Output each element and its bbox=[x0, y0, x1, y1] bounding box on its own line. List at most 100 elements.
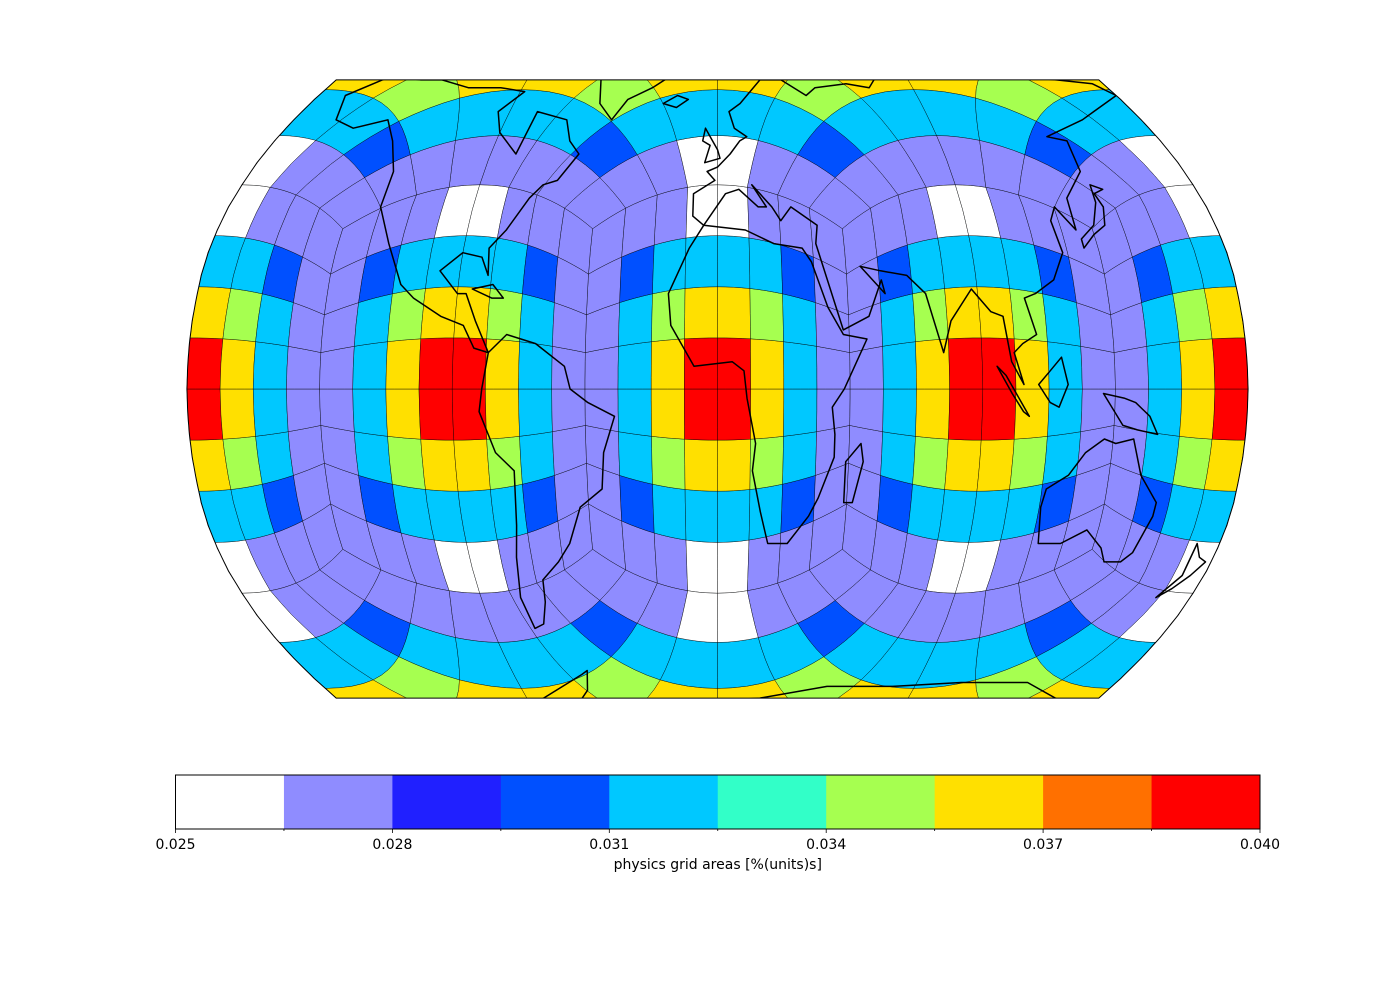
coastline bbox=[335, 79, 580, 354]
grid-cell bbox=[1146, 341, 1183, 390]
grid-cell bbox=[684, 489, 718, 543]
grid-cell bbox=[651, 436, 686, 490]
grid-cell bbox=[255, 431, 294, 485]
grid-cell bbox=[286, 388, 322, 432]
grid-cell bbox=[651, 338, 685, 390]
grid-cell bbox=[750, 388, 784, 440]
coastline bbox=[701, 127, 721, 164]
grid-cell bbox=[980, 388, 1017, 441]
grid-cell bbox=[385, 388, 422, 440]
grid-cell bbox=[684, 388, 718, 441]
grid-cell bbox=[1146, 388, 1183, 437]
grid-cell bbox=[1053, 177, 1116, 229]
grid-cell bbox=[782, 431, 817, 485]
grid-cell bbox=[652, 483, 687, 541]
colorbar-tick-label: 0.025 bbox=[155, 837, 195, 853]
grid-cell bbox=[521, 679, 628, 699]
grid-cell bbox=[948, 388, 984, 441]
grid-cell bbox=[144, 714, 423, 754]
grid-cell bbox=[1211, 388, 1249, 441]
grid-cell bbox=[1211, 337, 1249, 390]
coastline bbox=[376, 669, 1070, 699]
grid-cell bbox=[219, 338, 256, 390]
grid-cell bbox=[1244, 337, 1249, 390]
grid-cell bbox=[490, 237, 528, 295]
map-panel bbox=[0, 24, 1291, 754]
grid-cell bbox=[381, 24, 570, 64]
grid-cell bbox=[1113, 346, 1149, 390]
grid-cell bbox=[1012, 714, 1291, 754]
grid-cell bbox=[987, 679, 1111, 699]
coastline bbox=[471, 283, 505, 299]
grid-cell bbox=[352, 341, 388, 390]
grid-cell bbox=[549, 714, 717, 754]
grid-cell bbox=[1179, 388, 1216, 440]
coastline bbox=[1102, 392, 1159, 436]
grid-cell bbox=[286, 346, 322, 390]
grid-cell bbox=[387, 288, 426, 342]
grid-cell bbox=[684, 438, 718, 492]
colorbar-tick-label: 0.040 bbox=[1240, 837, 1280, 853]
grid-cell bbox=[1141, 293, 1180, 347]
grid-cell bbox=[748, 483, 783, 541]
grid-cell bbox=[519, 293, 555, 347]
grid-cell bbox=[1179, 338, 1216, 390]
grid-cell bbox=[717, 438, 751, 492]
colorbar-tick-label: 0.034 bbox=[806, 837, 846, 853]
grid-cell bbox=[0, 24, 614, 64]
grid-cell bbox=[809, 549, 871, 601]
grid-cell bbox=[912, 288, 949, 342]
colorbar-segment bbox=[717, 775, 827, 829]
grid-cell bbox=[849, 388, 884, 432]
grid-cell bbox=[880, 431, 916, 485]
grid-cell bbox=[976, 438, 1015, 492]
colorbar-tick-label: 0.031 bbox=[589, 837, 629, 853]
grid-cell bbox=[685, 539, 718, 594]
grid-cell bbox=[915, 388, 950, 440]
grid-cell bbox=[783, 388, 818, 437]
grid-cell bbox=[324, 679, 448, 699]
colorbar-segment bbox=[392, 775, 502, 829]
grid-cell bbox=[880, 293, 916, 347]
coastline bbox=[1155, 542, 1207, 599]
grid-cell bbox=[1009, 436, 1048, 490]
grid-cell bbox=[573, 79, 661, 122]
colorbar-label: physics grid areas [%(units)s] bbox=[614, 857, 822, 873]
grid-cell bbox=[816, 346, 851, 390]
grid-cell bbox=[718, 714, 1055, 754]
grid-cell bbox=[387, 436, 426, 490]
colorbar-tick-label: 0.028 bbox=[372, 837, 412, 853]
map-boundary bbox=[186, 79, 1249, 699]
grid-cell bbox=[485, 338, 520, 390]
grid-cell bbox=[420, 286, 459, 340]
coastline bbox=[692, 79, 1117, 386]
grid-cell bbox=[626, 79, 718, 99]
grid-cell bbox=[255, 293, 294, 347]
grid-cell bbox=[584, 346, 619, 390]
grid-cell bbox=[1004, 24, 1222, 64]
grid-cell bbox=[418, 337, 455, 390]
grid-cell bbox=[186, 337, 191, 390]
grid-cell bbox=[882, 341, 917, 390]
grid-cell bbox=[521, 79, 628, 99]
grid-cell bbox=[617, 341, 652, 390]
grid-cell bbox=[420, 438, 459, 492]
grid-cell bbox=[651, 388, 685, 440]
grid-cell bbox=[252, 388, 289, 437]
grid-cell bbox=[684, 235, 718, 289]
colorbar: 0.025 0.028 0.031 0.034 0.037 0.040 physics g… bbox=[155, 774, 1280, 873]
grid-cell bbox=[213, 24, 431, 64]
grid-cell bbox=[617, 388, 652, 437]
grid-cell bbox=[717, 539, 750, 594]
grid-cell bbox=[717, 235, 751, 289]
grid-cell bbox=[1141, 431, 1180, 485]
coastline bbox=[662, 94, 690, 109]
coastline bbox=[996, 365, 1031, 418]
grid-cell bbox=[519, 431, 555, 485]
grid-cell bbox=[980, 337, 1017, 390]
grid-cell bbox=[618, 293, 653, 347]
grid-cell bbox=[219, 388, 256, 440]
grid-cell bbox=[782, 293, 817, 347]
colorbar-segment bbox=[826, 775, 936, 829]
